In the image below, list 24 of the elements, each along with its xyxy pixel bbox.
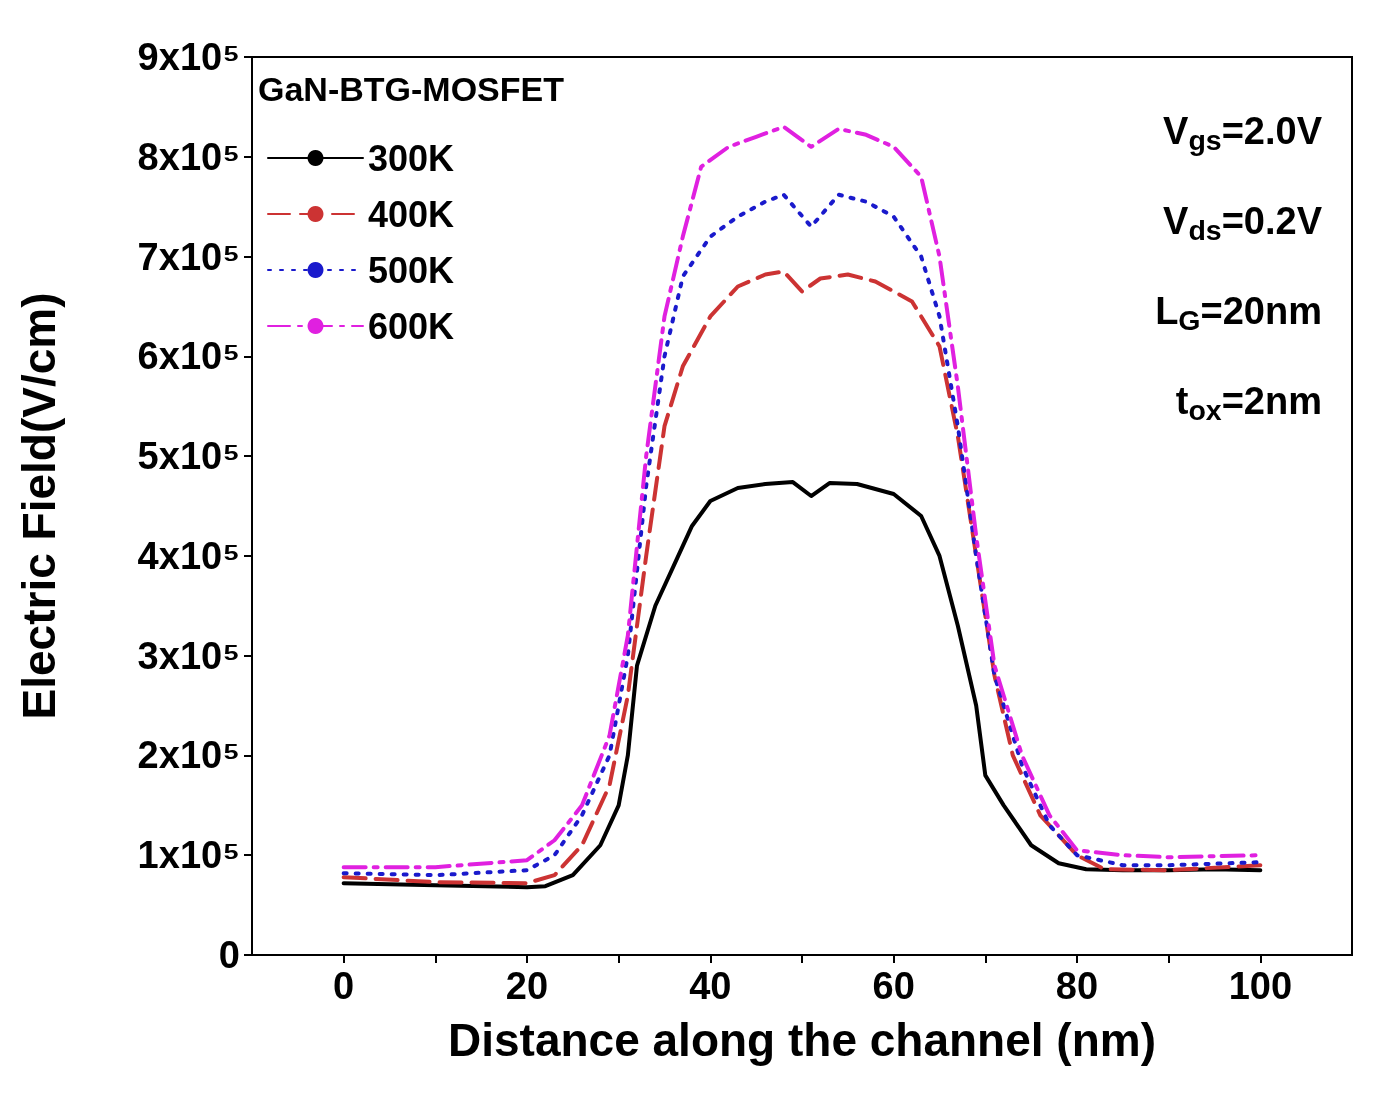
y-tick-label: 9x10⁵ [137,36,240,78]
x-tick-label: 60 [872,965,915,1007]
legend-title: GaN-BTG-MOSFET [258,70,565,108]
y-tick-label: 1x10⁵ [137,834,240,877]
legend-label: 500K [368,249,455,291]
y-tick-label: 4x10⁵ [137,534,240,577]
y-axis-title: Electric Field(V/cm) [13,292,65,720]
legend-label: 600K [368,305,455,347]
x-axis-title: Distance along the channel (nm) [448,1014,1156,1066]
y-tick-label: 5x10⁵ [137,435,240,478]
y-tick-label: 8x10⁵ [137,135,240,178]
x-tick-label: 100 [1228,965,1293,1007]
y-tick-label: 6x10⁵ [137,335,240,378]
legend-label: 300K [368,137,455,179]
x-tick-label: 40 [689,965,732,1007]
line-series [341,480,1263,890]
y-tick-label: 7x10⁵ [137,235,240,278]
x-tick-label: 80 [1055,965,1099,1007]
x-tick-label: 0 [333,965,355,1007]
legend-label: 400K [368,193,455,235]
y-tick-label: 0 [218,934,240,976]
x-tick-label: 20 [505,965,549,1007]
y-tick-label: 2x10⁵ [137,734,240,777]
y-tick-label: 3x10⁵ [137,634,240,677]
